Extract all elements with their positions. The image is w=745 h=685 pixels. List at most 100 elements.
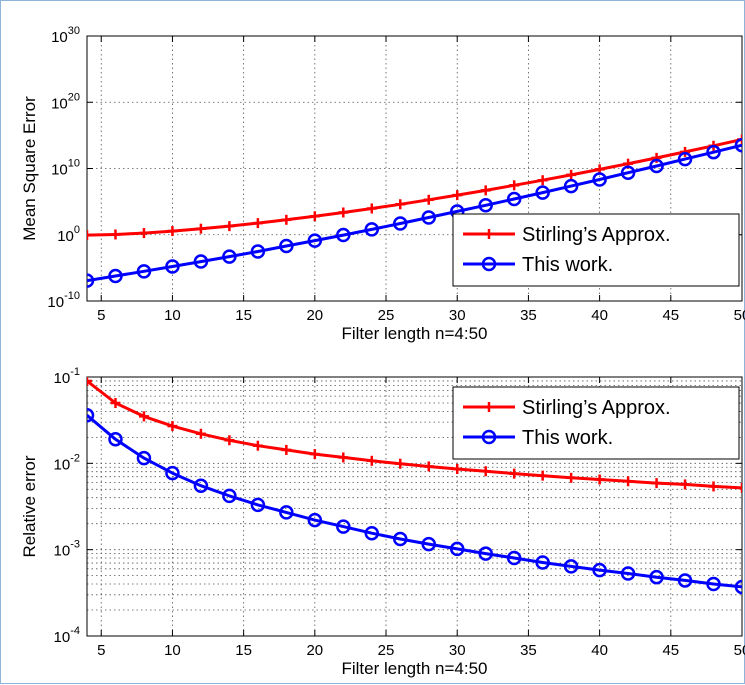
circle-marker (222, 249, 237, 264)
plus-marker (110, 229, 121, 240)
circle-marker (165, 465, 180, 481)
legend-box (452, 386, 740, 460)
y-tick-label: 1030 (51, 25, 80, 46)
circle-marker (250, 244, 266, 259)
plus-marker (224, 221, 235, 232)
circle-marker (193, 478, 209, 493)
plus-marker (167, 421, 178, 432)
plus-marker (509, 180, 520, 191)
x-tick-label: 45 (662, 642, 679, 659)
circle-marker (677, 151, 693, 167)
circle-marker (449, 541, 465, 557)
y-tick-label: 10-3 (54, 539, 80, 560)
x-tick-label: 15 (235, 307, 252, 324)
plus-marker (366, 455, 377, 466)
plus-marker (537, 175, 548, 186)
x-tick-label: 5 (97, 307, 105, 324)
plus-marker (195, 428, 206, 439)
y-tick-label: 10-4 (54, 625, 80, 646)
plus-marker (423, 194, 434, 205)
series-group (87, 134, 742, 288)
plus-marker (509, 468, 520, 479)
circle-marker (535, 555, 550, 570)
circle-marker (336, 519, 351, 534)
plus-marker (338, 452, 349, 463)
x-tick-label: 30 (449, 642, 466, 659)
y-tick-label: 10-1 (54, 366, 80, 387)
plus-marker (395, 199, 406, 210)
axes-box (86, 376, 743, 637)
plus-marker (452, 190, 463, 201)
legend: Stirling’s Approx. This work. (452, 386, 740, 460)
plus-marker (680, 479, 691, 490)
x-tick-label: 50 (734, 642, 745, 659)
y-tick-label: 1020 (51, 91, 80, 112)
legend: Stirling’s Approx. This work. (452, 213, 740, 287)
circle-marker (478, 546, 493, 561)
circle-marker (563, 559, 579, 574)
plus-marker (737, 482, 742, 493)
circle-marker (108, 432, 123, 447)
x-tick-label: 50 (734, 307, 745, 324)
circle-marker (706, 144, 721, 160)
plus-marker (480, 185, 491, 196)
y-tick-label: 10-2 (54, 452, 80, 473)
chart-2: 5 10 15 20 25 30 35 40 45 50 10-4 10-3 10-2 10-1 Filte… (20, 366, 745, 678)
plus-marker (281, 214, 292, 225)
plus-marker (167, 226, 178, 237)
x-tick-label: 5 (97, 642, 105, 659)
x-tick-label: 20 (306, 642, 323, 659)
chart-1: 5 10 15 20 25 30 35 40 45 50 10-10 100 1010 1020 1030 F… (20, 25, 745, 343)
circle-marker (193, 254, 209, 269)
plus-marker (566, 169, 577, 180)
legend-label: Stirling’s Approx. (522, 397, 671, 419)
x-axis-label: Filter length n=4:50 (341, 324, 487, 343)
circle-marker (481, 256, 497, 272)
circle-marker (393, 216, 408, 231)
plus-marker (594, 474, 605, 485)
plus-marker (224, 435, 235, 446)
plus-marker (484, 402, 494, 412)
x-tick-label: 20 (306, 307, 323, 324)
legend-label: This work. (522, 427, 613, 449)
x-tick-label: 25 (378, 307, 395, 324)
y-axis-label: Relative error (20, 455, 39, 557)
y-tick-label: 100 (57, 224, 80, 245)
x-tick-label: 40 (591, 307, 608, 324)
series-group (87, 377, 742, 595)
circle-marker (506, 191, 522, 207)
legend-label: Stirling’s Approx. (522, 224, 671, 246)
circle-marker (734, 137, 742, 153)
x-tick-label: 10 (164, 307, 181, 324)
x-tick-label: 45 (662, 307, 679, 324)
plus-marker (138, 228, 149, 239)
plus-marker (623, 476, 634, 487)
circle-marker (336, 227, 351, 243)
circle-marker (734, 579, 742, 595)
plus-marker (110, 397, 121, 408)
plus-marker (366, 203, 377, 214)
circle-marker (649, 569, 664, 585)
x-tick-label: 35 (520, 642, 537, 659)
plus-marker (708, 481, 719, 492)
plus-marker (309, 449, 320, 460)
circle-marker (279, 505, 294, 520)
plus-marker (87, 230, 92, 241)
plus-marker (395, 458, 406, 469)
circle-marker (506, 550, 522, 566)
plus-marker (138, 411, 149, 422)
plus-marker (566, 472, 577, 483)
plus-marker (651, 478, 662, 489)
plus-marker (537, 470, 548, 481)
x-tick-label: 15 (235, 642, 252, 659)
x-axis-label: Filter length n=4:50 (341, 659, 487, 678)
circle-marker (421, 210, 436, 225)
plus-marker (87, 377, 92, 386)
circle-marker (108, 268, 123, 284)
circle-marker (620, 165, 636, 180)
circle-marker (307, 512, 323, 528)
circle-marker (87, 408, 95, 423)
plus-marker (195, 223, 206, 234)
circle-marker (677, 573, 693, 588)
